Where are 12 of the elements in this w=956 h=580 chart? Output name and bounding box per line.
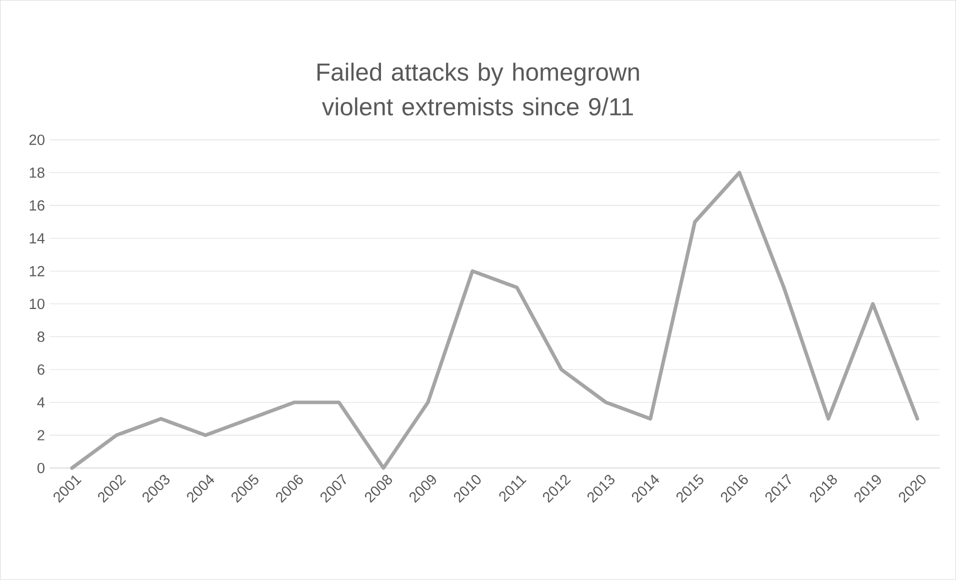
y-tick-label: 6 (38, 364, 44, 375)
y-tick-label: 12 (30, 266, 44, 276)
y-tick-label: 10 (30, 298, 44, 310)
y-tick-label: 14 (30, 233, 45, 244)
y-tick-label: 8 (38, 332, 44, 342)
y-tick-label: 18 (30, 168, 44, 178)
y-tick-label: 0 (37, 462, 44, 474)
y-tick-label: 20 (29, 134, 44, 146)
y-tick-label: 2 (38, 430, 44, 440)
y-tick-label: 16 (30, 200, 44, 211)
y-tick-label: 4 (37, 397, 45, 408)
chart-title: Failed attacks by homegrown violent extremists since 9/11 (317, 62, 639, 116)
